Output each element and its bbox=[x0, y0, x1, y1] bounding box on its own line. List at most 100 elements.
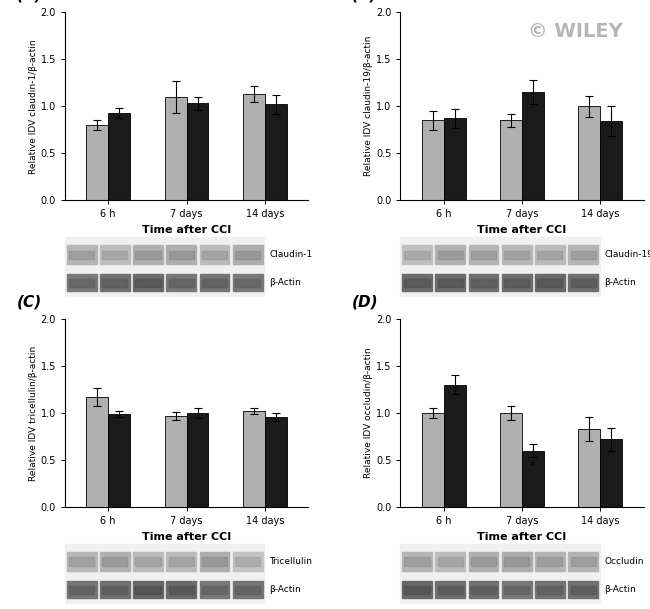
Text: Claudin-19: Claudin-19 bbox=[604, 250, 650, 259]
Bar bbox=[538, 586, 562, 594]
Bar bbox=[67, 552, 97, 571]
Bar bbox=[404, 557, 430, 566]
Bar bbox=[100, 580, 130, 598]
Text: β-Actin: β-Actin bbox=[604, 278, 636, 287]
Bar bbox=[404, 251, 430, 259]
Bar bbox=[538, 251, 562, 259]
Bar bbox=[133, 580, 163, 598]
Bar bbox=[200, 580, 229, 598]
Bar bbox=[102, 279, 127, 287]
Bar bbox=[504, 279, 529, 287]
Bar bbox=[86, 125, 108, 200]
Bar bbox=[200, 245, 229, 264]
Text: β-Actin: β-Actin bbox=[269, 585, 301, 594]
Bar bbox=[164, 97, 187, 200]
Bar bbox=[233, 580, 263, 598]
Bar bbox=[471, 557, 496, 566]
Bar bbox=[86, 397, 108, 507]
Bar bbox=[471, 586, 496, 594]
Bar bbox=[187, 413, 209, 507]
Y-axis label: Relative IDV tricellulin/β-actin: Relative IDV tricellulin/β-actin bbox=[29, 345, 38, 481]
Bar bbox=[522, 451, 544, 507]
Bar bbox=[169, 557, 194, 566]
Bar bbox=[437, 586, 463, 594]
Bar bbox=[233, 274, 263, 292]
Bar bbox=[436, 245, 465, 264]
Bar bbox=[69, 557, 94, 566]
Text: Tricellulin: Tricellulin bbox=[269, 557, 312, 566]
Bar bbox=[437, 279, 463, 287]
Bar bbox=[265, 417, 287, 507]
Bar bbox=[422, 121, 443, 200]
Bar bbox=[601, 121, 622, 200]
Bar bbox=[502, 245, 532, 264]
X-axis label: Time after CCI: Time after CCI bbox=[477, 225, 567, 235]
Bar bbox=[235, 279, 260, 287]
Bar bbox=[400, 238, 600, 296]
Text: Claudin-1: Claudin-1 bbox=[269, 250, 313, 259]
Bar bbox=[135, 557, 161, 566]
Bar bbox=[243, 94, 265, 200]
Bar bbox=[436, 552, 465, 571]
Bar bbox=[102, 586, 127, 594]
Bar bbox=[471, 279, 496, 287]
Bar bbox=[69, 251, 94, 259]
Bar bbox=[133, 245, 163, 264]
Bar bbox=[202, 586, 227, 594]
Bar bbox=[133, 274, 163, 292]
Bar bbox=[235, 586, 260, 594]
Bar bbox=[202, 557, 227, 566]
Text: (B): (B) bbox=[352, 0, 378, 3]
Bar bbox=[522, 92, 544, 200]
Bar bbox=[437, 557, 463, 566]
Bar bbox=[436, 580, 465, 598]
Bar bbox=[135, 586, 161, 594]
Bar bbox=[67, 580, 97, 598]
Text: Occludin: Occludin bbox=[604, 557, 644, 566]
Bar bbox=[443, 119, 465, 200]
Bar bbox=[402, 245, 432, 264]
Text: β-Actin: β-Actin bbox=[604, 585, 636, 594]
Bar bbox=[235, 557, 260, 566]
Bar bbox=[169, 586, 194, 594]
Bar bbox=[502, 552, 532, 571]
Bar bbox=[443, 385, 465, 507]
Bar bbox=[102, 251, 127, 259]
Bar bbox=[108, 113, 130, 200]
Bar bbox=[504, 251, 529, 259]
Bar bbox=[535, 274, 565, 292]
Bar bbox=[500, 121, 522, 200]
Bar bbox=[100, 245, 130, 264]
Bar bbox=[202, 251, 227, 259]
Bar bbox=[571, 557, 595, 566]
Text: β-Actin: β-Actin bbox=[269, 278, 301, 287]
Text: (D): (D) bbox=[352, 295, 378, 309]
Bar bbox=[187, 104, 209, 200]
Bar bbox=[571, 251, 595, 259]
Bar bbox=[469, 245, 499, 264]
Bar bbox=[65, 544, 265, 603]
Bar bbox=[571, 586, 595, 594]
Bar bbox=[402, 580, 432, 598]
Bar bbox=[535, 552, 565, 571]
Bar bbox=[402, 274, 432, 292]
Bar bbox=[568, 580, 598, 598]
Bar bbox=[538, 557, 562, 566]
Bar bbox=[578, 106, 601, 200]
Bar bbox=[502, 274, 532, 292]
Y-axis label: Relative IDV claudin-19/β-actin: Relative IDV claudin-19/β-actin bbox=[364, 36, 373, 177]
Bar bbox=[402, 552, 432, 571]
Bar bbox=[235, 251, 260, 259]
Bar bbox=[69, 279, 94, 287]
Bar bbox=[166, 274, 196, 292]
Bar bbox=[265, 104, 287, 200]
Bar bbox=[233, 552, 263, 571]
Text: *: * bbox=[530, 461, 536, 471]
Bar bbox=[500, 413, 522, 507]
Bar bbox=[169, 251, 194, 259]
Y-axis label: Relative IDV occludin/β-actin: Relative IDV occludin/β-actin bbox=[364, 348, 373, 478]
Bar bbox=[436, 274, 465, 292]
Bar bbox=[535, 580, 565, 598]
Bar bbox=[200, 274, 229, 292]
Bar bbox=[568, 552, 598, 571]
